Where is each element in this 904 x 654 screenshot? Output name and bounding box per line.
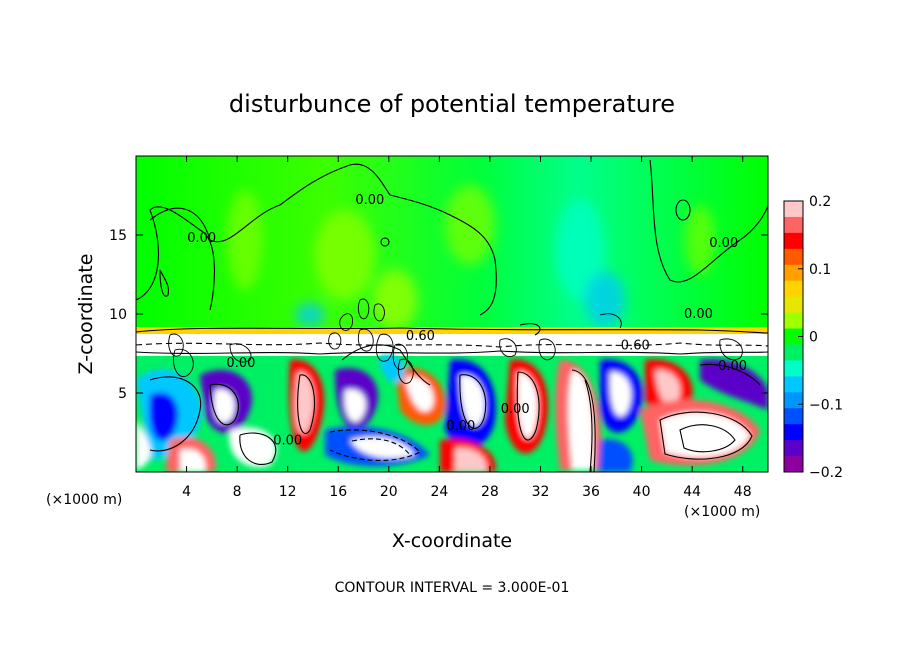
inversion-white-band [136,334,768,356]
colorbar-swatch [784,456,803,473]
contour-label: 0.00 [273,433,302,448]
colorbar-swatch [784,248,803,266]
x-tick-label: 8 [233,484,242,500]
y-tick-label: 15 [109,228,127,244]
upper-plumes [227,185,715,330]
colorbar-swatch [784,376,803,393]
colorbar-swatch [784,440,803,457]
x-tick-label: 24 [430,484,448,500]
contour-label-layer: 0.00 0.00 0.00 0.00 0.60 0.60 0.00 0.00 0.00 0.00… [187,193,747,448]
contour-label: 0.00 [684,307,713,322]
contour-interval-footer: CONTOUR INTERVAL = 3.000E-01 [335,580,570,596]
x-tick-label: 48 [734,484,752,500]
x-tick-label: 4 [182,484,191,500]
x-tick-label: 28 [481,484,499,500]
colorbar: 0.2 0.1 0 −0.1 −0.2 [783,194,843,481]
contour-label: 0.00 [501,402,530,417]
contour-label: 0.60 [406,329,435,344]
inversion-layer [136,327,768,336]
x-axis-label: X-coordinate [392,530,512,552]
contour-label: 0.00 [226,356,255,371]
colorbar-tick-label: 0.1 [809,262,831,278]
colorbar-swatch [784,408,803,425]
x-tick-label: 12 [279,484,297,500]
y-tick-label: 10 [109,307,127,323]
colorbar-swatch [784,312,803,330]
contour-label: 0.00 [709,236,738,251]
colorbar-swatch [784,424,803,441]
x-tick-label: 32 [532,484,550,500]
colorbar-tick-label: −0.1 [809,397,843,413]
lower-eddies [136,354,768,472]
contour-label: 0.00 [446,419,475,434]
contour-label: 0.00 [187,231,216,246]
chart-title: disturbunce of potential temperature [229,90,675,118]
colorbar-tick-label: −0.2 [809,465,843,481]
colorbar-swatch [784,360,803,377]
colorbar-swatch [784,344,803,361]
colorbar-swatch [784,232,803,250]
contour-clusters [168,298,743,384]
y-axis: 5 10 15 [109,228,768,402]
x-tick-label: 44 [683,484,701,500]
colorbar-tick-label: 0 [809,330,818,346]
contour-label: 0.00 [355,193,384,208]
colorbar-tick-label: 0.2 [809,194,831,210]
colorbar-swatch [784,328,803,345]
colorbar-swatch [784,296,803,314]
plot-area [136,156,768,472]
x-tick-label: 20 [380,484,398,500]
x-unit-left: (×1000 m) [46,492,122,508]
x-tick-label: 40 [633,484,651,500]
y-axis-label: Z-coordinate [75,254,97,375]
y-tick-label: 5 [118,386,127,402]
colorbar-swatch [784,264,803,282]
colorbar-swatch [784,280,803,298]
x-tick-label: 16 [329,484,347,500]
colorbar-swatch [784,201,803,218]
contour-lines [136,159,768,472]
contour-label: 0.60 [621,339,650,354]
x-axis: 4 8 12 16 20 24 28 32 36 40 44 48 [182,156,752,500]
x-tick-label: 36 [582,484,600,500]
colorbar-swatch [784,216,803,234]
contour-label: 0.00 [718,359,747,374]
colorbar-swatch [784,392,803,409]
x-unit-right: (×1000 m) [684,504,760,520]
